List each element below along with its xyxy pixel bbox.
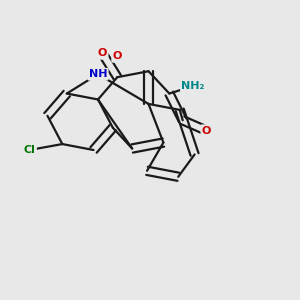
Text: NH: NH	[89, 69, 107, 79]
Text: Cl: Cl	[24, 145, 36, 155]
Text: O: O	[202, 126, 211, 136]
Text: O: O	[112, 51, 122, 62]
Text: NH₂: NH₂	[182, 81, 205, 91]
Text: O: O	[98, 48, 107, 59]
